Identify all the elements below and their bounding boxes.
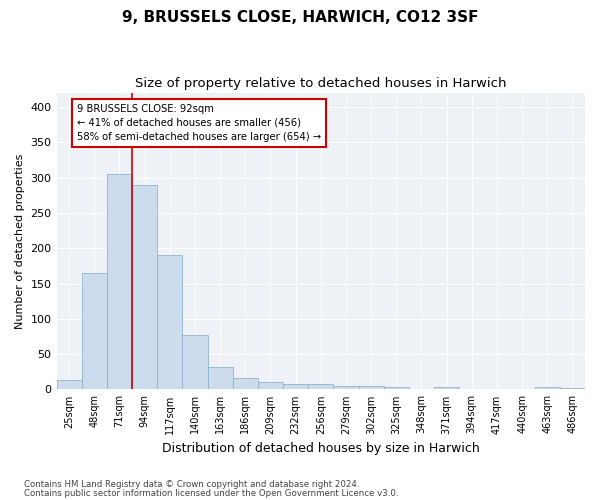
Bar: [283, 384, 308, 390]
Bar: [182, 335, 208, 390]
Bar: [535, 388, 560, 390]
Y-axis label: Number of detached properties: Number of detached properties: [15, 154, 25, 329]
Bar: [157, 256, 182, 390]
Bar: [208, 367, 233, 390]
Bar: [434, 388, 459, 390]
Text: 9, BRUSSELS CLOSE, HARWICH, CO12 3SF: 9, BRUSSELS CLOSE, HARWICH, CO12 3SF: [122, 10, 478, 25]
Title: Size of property relative to detached houses in Harwich: Size of property relative to detached ho…: [135, 78, 506, 90]
Bar: [560, 388, 585, 390]
Bar: [334, 386, 359, 390]
Bar: [359, 386, 383, 390]
Bar: [132, 185, 157, 390]
Bar: [258, 382, 283, 390]
X-axis label: Distribution of detached houses by size in Harwich: Distribution of detached houses by size …: [162, 442, 479, 455]
Text: 9 BRUSSELS CLOSE: 92sqm
← 41% of detached houses are smaller (456)
58% of semi-d: 9 BRUSSELS CLOSE: 92sqm ← 41% of detache…: [77, 104, 321, 142]
Bar: [56, 380, 82, 390]
Bar: [82, 273, 107, 390]
Bar: [308, 384, 334, 390]
Text: Contains HM Land Registry data © Crown copyright and database right 2024.: Contains HM Land Registry data © Crown c…: [24, 480, 359, 489]
Bar: [383, 388, 409, 390]
Bar: [233, 378, 258, 390]
Text: Contains public sector information licensed under the Open Government Licence v3: Contains public sector information licen…: [24, 489, 398, 498]
Bar: [107, 174, 132, 390]
